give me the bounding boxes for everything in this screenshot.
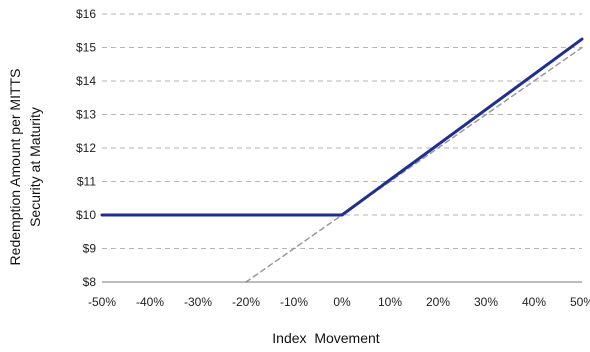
y-axis-title-line-1: Redemption Amount per MITTS xyxy=(7,69,23,266)
y-tick-label: $16 xyxy=(76,7,96,21)
y-tick-label: $12 xyxy=(76,141,96,155)
gridlines xyxy=(102,13,582,249)
x-tick-label: 0% xyxy=(333,295,351,309)
y-axis-title-line-2: Security at Maturity xyxy=(27,107,43,227)
x-tick-labels: -50% -40% -30% -20% -10% 0% 10% 20% 30% 40% 50% xyxy=(88,295,590,309)
x-tick-label: -30% xyxy=(184,295,212,309)
x-axis-title: Index Movement xyxy=(272,330,379,346)
y-tick-label: $13 xyxy=(76,108,96,122)
payoff-line xyxy=(100,37,584,217)
x-tick-label: 10% xyxy=(378,295,402,309)
dashed-reference-line xyxy=(245,46,583,283)
y-tick-label: $15 xyxy=(76,41,96,55)
y-tick-labels: $8 $9 $10 $11 $12 $13 $14 $15 $16 xyxy=(76,7,96,289)
x-tick-label: 20% xyxy=(426,295,450,309)
y-tick-label: $10 xyxy=(76,208,96,222)
x-tick-label: 30% xyxy=(474,295,498,309)
x-tick-label: -50% xyxy=(88,295,116,309)
y-tick-label: $8 xyxy=(83,275,97,289)
x-tick-label: -20% xyxy=(232,295,260,309)
y-tick-label: $14 xyxy=(76,74,96,88)
x-tick-label: -10% xyxy=(280,295,308,309)
series-layer xyxy=(100,37,584,283)
y-tick-label: $9 xyxy=(83,242,97,256)
x-tick-label: -40% xyxy=(136,295,164,309)
x-tick-label: 50% xyxy=(570,295,590,309)
y-tick-label: $11 xyxy=(77,175,96,189)
x-tick-label: 40% xyxy=(522,295,546,309)
